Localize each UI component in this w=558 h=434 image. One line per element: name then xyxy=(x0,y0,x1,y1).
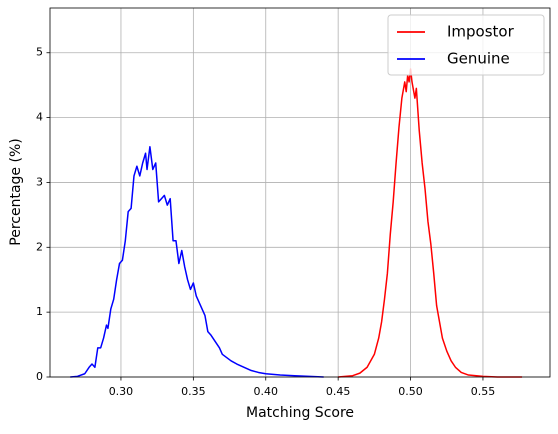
series-line xyxy=(70,146,324,378)
y-tick-label: 1 xyxy=(36,305,43,318)
ticks: 0.30 0.35 0.40 0.45 0.50 0.55 0 1 2 3 4 5 xyxy=(36,46,495,398)
x-tick-label: 0.45 xyxy=(326,385,351,398)
series-line xyxy=(338,68,523,378)
y-axis-label: Percentage (%) xyxy=(8,138,24,245)
x-axis-label: Matching Score xyxy=(246,405,354,421)
legend-box xyxy=(387,14,545,76)
x-tick-label: 0.35 xyxy=(181,385,206,398)
lines xyxy=(70,68,523,378)
x-tick-label: 0.50 xyxy=(398,385,423,398)
x-tick-label: 0.30 xyxy=(109,385,134,398)
y-tick-label: 3 xyxy=(36,175,43,188)
legend-label: Impostor xyxy=(447,23,515,41)
y-tick-label: 4 xyxy=(36,111,43,124)
y-tick-label: 2 xyxy=(36,240,43,253)
legend-label: Genuine xyxy=(447,50,510,68)
x-tick-label: 0.40 xyxy=(254,385,279,398)
legend: Impostor Genuine xyxy=(387,14,545,76)
x-tick-label: 0.55 xyxy=(471,385,496,398)
grid xyxy=(50,8,550,378)
plot-frame xyxy=(49,7,551,378)
y-tick-label: 5 xyxy=(36,46,43,59)
y-tick-label: 0 xyxy=(36,370,43,383)
